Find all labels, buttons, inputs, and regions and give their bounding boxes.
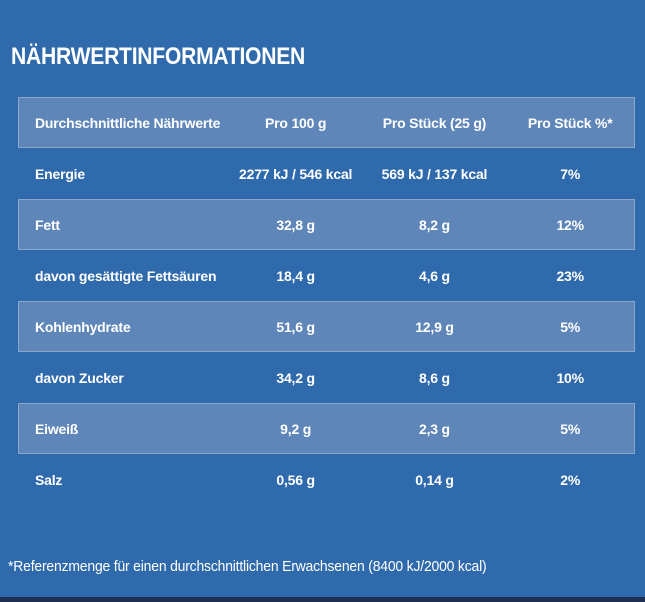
column-header-per-100g: Pro 100 g [265, 114, 327, 131]
nutrient-value: 2,3 g [419, 420, 450, 437]
nutrient-value: 23% [556, 267, 584, 284]
column-header-nutrient: Durchschnittliche Nährwerte [35, 114, 221, 131]
nutrient-value: 2% [560, 471, 581, 488]
table-row: Eiweiß 9,2 g 2,3 g 5% [18, 403, 635, 454]
nutrient-label: davon Zucker [35, 369, 124, 386]
nutrient-label: Salz [35, 471, 63, 488]
nutrient-label: davon gesättigte Fettsäuren [35, 267, 217, 284]
nutrient-value: 8,6 g [419, 369, 450, 386]
table-header-row: Durchschnittliche Nährwerte Pro 100 g Pr… [18, 97, 635, 148]
table-row: Kohlenhydrate 51,6 g 12,9 g 5% [18, 301, 635, 352]
nutrient-value: 12,9 g [415, 318, 454, 335]
nutrient-value: 2277 kJ / 546 kcal [239, 165, 353, 182]
page-title: NÄHRWERTINFORMATIONEN [11, 43, 306, 70]
bottom-accent-bar [0, 597, 645, 602]
nutrient-value: 32,8 g [276, 216, 315, 233]
nutrition-table: Durchschnittliche Nährwerte Pro 100 g Pr… [18, 97, 635, 505]
column-header-per-piece: Pro Stück (25 g) [382, 114, 487, 131]
nutrient-value: 9,2 g [280, 420, 312, 437]
table-row: Fett 32,8 g 8,2 g 12% [18, 199, 635, 250]
nutrient-value: 5% [560, 318, 581, 335]
table-row: Salz 0,56 g 0,14 g 2% [18, 454, 635, 505]
nutrient-value: 0,56 g [276, 471, 315, 488]
column-header-percent: Pro Stück %* [527, 114, 613, 131]
nutrient-label: Energie [35, 165, 85, 182]
table-row: davon gesättigte Fettsäuren 18,4 g 4,6 g 23… [18, 250, 635, 301]
table-row: Energie 2277 kJ / 546 kcal 569 kJ / 137 kc… [18, 148, 635, 199]
nutrient-value: 5% [560, 420, 581, 437]
nutrient-value: 51,6 g [276, 318, 315, 335]
nutrient-label: Eiweiß [35, 420, 79, 437]
nutrient-value: 0,14 g [415, 471, 454, 488]
nutrient-value: 7% [560, 165, 581, 182]
nutrient-value: 18,4 g [276, 267, 315, 284]
nutrient-value: 12% [556, 216, 584, 233]
table-row: davon Zucker 34,2 g 8,6 g 10% [18, 352, 635, 403]
nutrient-label: Kohlenhydrate [35, 318, 131, 335]
nutrient-value: 569 kJ / 137 kcal [381, 165, 488, 182]
nutrient-label: Fett [35, 216, 60, 233]
nutrient-value: 34,2 g [276, 369, 315, 386]
nutrient-value: 4,6 g [419, 267, 450, 284]
nutrient-value: 10% [556, 369, 584, 386]
nutrient-value: 8,2 g [419, 216, 450, 233]
reference-footnote: *Referenzmenge für einen durchschnittlic… [8, 558, 487, 575]
